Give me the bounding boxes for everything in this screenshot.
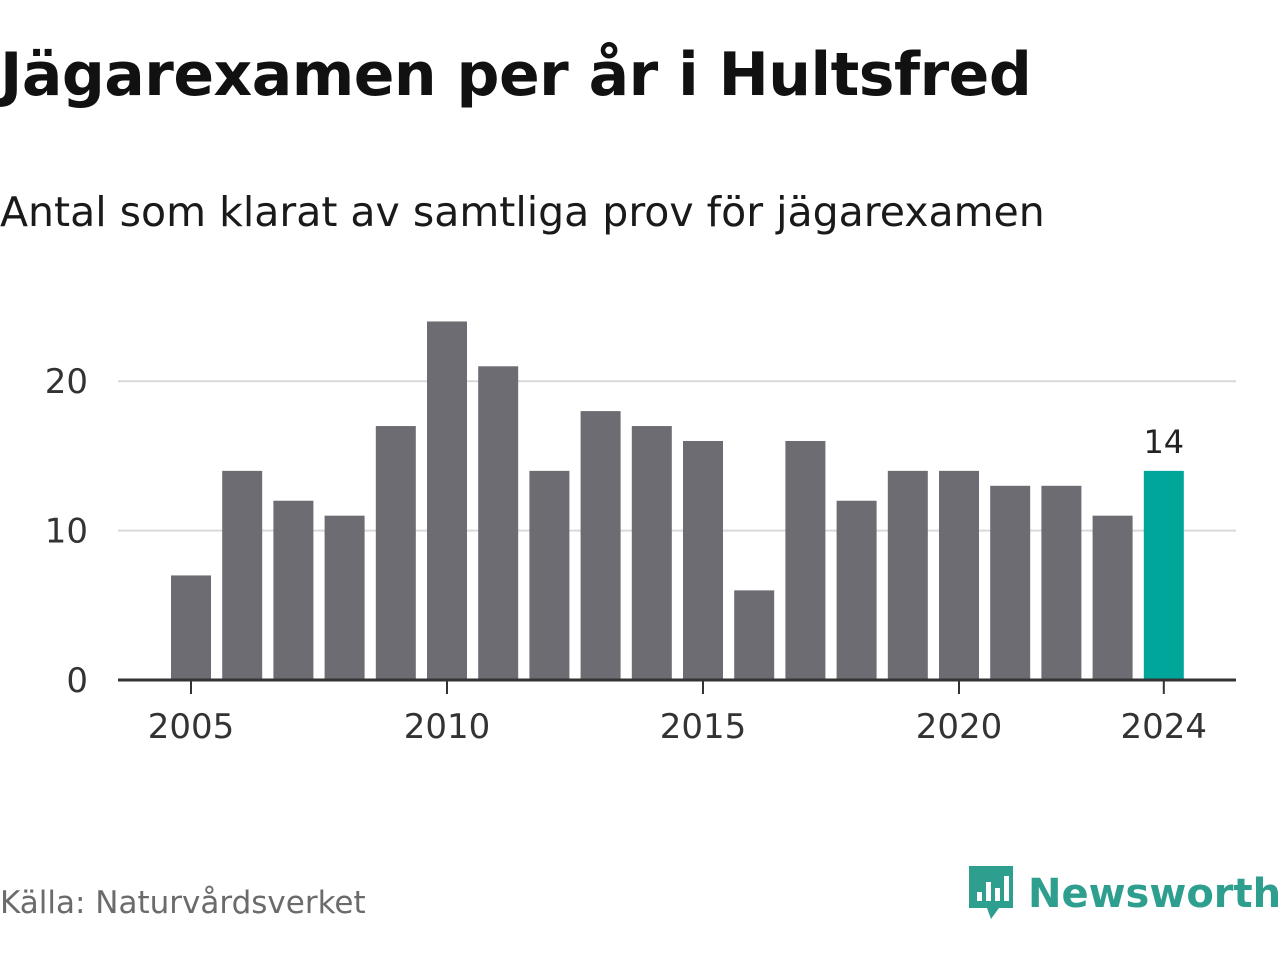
newsworthy-logo-icon [966, 862, 1016, 926]
y-tick-label: 10 [45, 512, 88, 552]
labels: 0 10 20 2005 2010 2015 2020 2024 14 [45, 362, 1207, 747]
bar-2014 [631, 426, 672, 680]
bar-2017 [785, 440, 826, 680]
bar-2022 [1041, 485, 1082, 680]
data-label: 14 [1143, 423, 1184, 461]
axes [118, 678, 1236, 694]
bar-2010 [427, 321, 467, 680]
bars [171, 321, 1184, 680]
bar-2019 [887, 470, 928, 680]
brand-name: Newsworthy [1028, 871, 1280, 917]
bar-2006 [222, 470, 263, 680]
bar-2013 [580, 411, 621, 680]
x-tick-label: 2015 [660, 707, 747, 747]
x-tick-label: 2024 [1121, 707, 1208, 747]
bar-chart: 0 10 20 2005 2010 2015 2020 2024 14 [45, 321, 1236, 747]
chart-subtitle: Antal som klarat av samtliga prov för jä… [0, 188, 1045, 236]
bar-2018 [836, 500, 877, 680]
y-tick-label: 0 [66, 661, 88, 701]
bar-2015 [683, 440, 723, 680]
chart-title: Jägarexamen per år i Hultsfred [0, 40, 1032, 110]
bar-2007 [273, 500, 314, 680]
bar-2020 [939, 470, 979, 680]
bar-2011 [478, 366, 519, 680]
bar-2023 [1092, 515, 1133, 680]
y-tick-label: 20 [45, 362, 88, 402]
bar-2005 [171, 575, 211, 680]
bar-2024 [1143, 470, 1184, 680]
x-tick-label: 2010 [404, 707, 491, 747]
bar-2016 [734, 590, 775, 680]
x-tick-label: 2020 [916, 707, 1003, 747]
source-note: Källa: Naturvårdsverket [0, 885, 366, 921]
brand-logo[interactable]: Newsworthy [966, 862, 1280, 926]
bar-2021 [990, 485, 1031, 680]
bar-2009 [375, 426, 416, 680]
x-tick-label: 2005 [148, 707, 235, 747]
bar-2012 [529, 470, 570, 680]
bar-2008 [324, 515, 365, 680]
